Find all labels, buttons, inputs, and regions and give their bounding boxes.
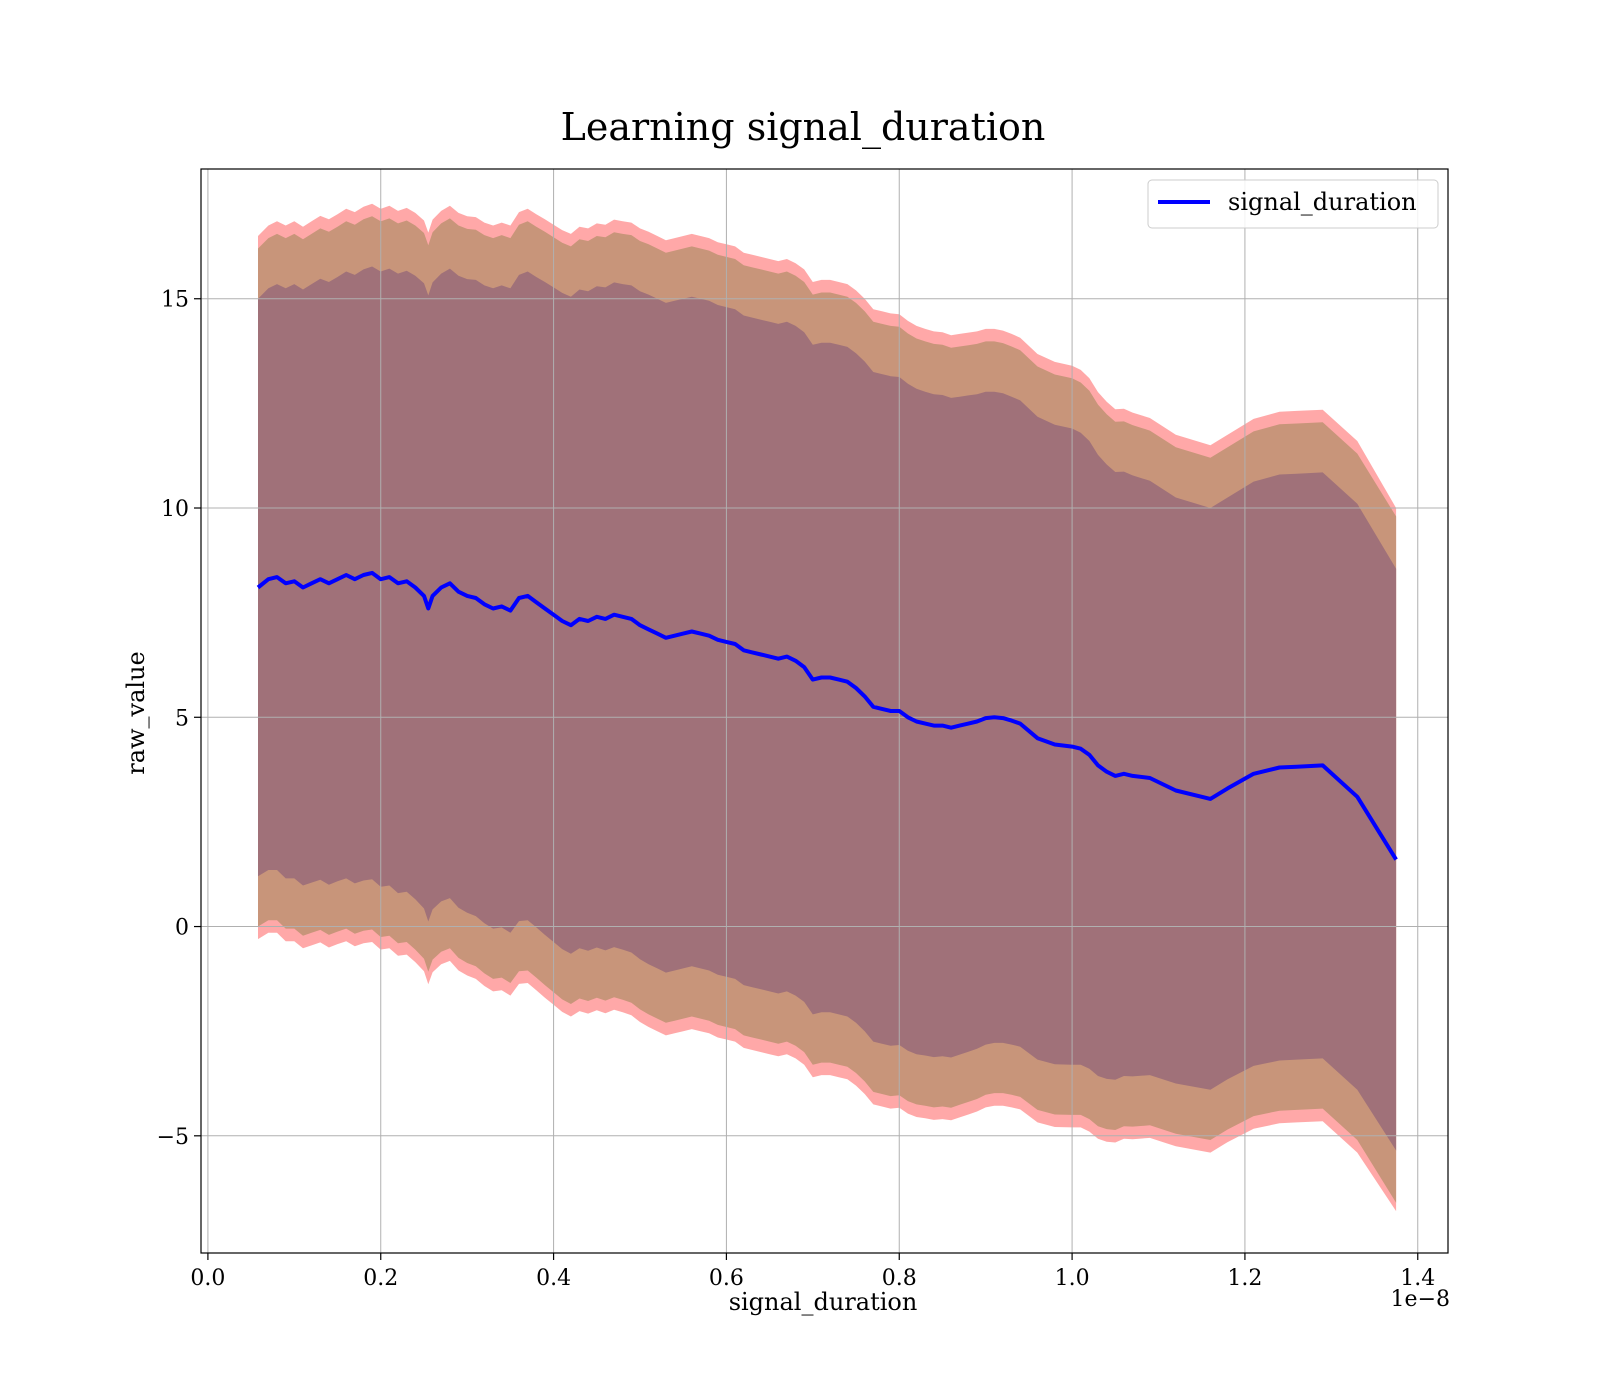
series-lines xyxy=(256,570,1398,861)
x-tick-label: 0.6 xyxy=(709,1266,744,1291)
x-tick-label: 0.2 xyxy=(363,1266,398,1291)
x-axis-ticks: 0.0 0.2 0.4 0.6 0.8 1.0 1.2 1.4 xyxy=(190,1253,1435,1291)
y-tick-label: 0 xyxy=(175,916,189,941)
y-axis-ticks: −5 0 5 10 15 xyxy=(157,288,201,1150)
x-tick-label: 0.4 xyxy=(536,1266,571,1291)
uncertainty-bands xyxy=(258,203,1397,1212)
chart-title: Learning signal_duration xyxy=(561,105,1046,150)
x-offset-label: 1e−8 xyxy=(1391,1287,1450,1312)
legend-box xyxy=(1147,179,1439,229)
x-tick-label: 0.8 xyxy=(882,1266,917,1291)
plot-frame xyxy=(200,168,1449,1254)
legend-entry-signal-duration: signal_duration xyxy=(1228,188,1417,216)
x-tick-label: 1.4 xyxy=(1400,1266,1435,1291)
x-tick-label: 1.2 xyxy=(1227,1266,1262,1291)
series-line-signal-duration xyxy=(256,570,1398,861)
band-inner xyxy=(258,266,1397,1151)
y-tick-label: −5 xyxy=(157,1125,189,1150)
y-axis-label: raw_value xyxy=(122,651,150,775)
legend: signal_duration xyxy=(1147,179,1439,229)
x-tick-label: 0.0 xyxy=(190,1266,225,1291)
y-tick-label: 5 xyxy=(175,706,189,731)
y-tick-label: 15 xyxy=(161,288,189,313)
y-tick-label: 10 xyxy=(161,497,189,522)
x-axis-label: signal_duration xyxy=(729,1288,918,1316)
x-tick-label: 1.0 xyxy=(1055,1266,1090,1291)
